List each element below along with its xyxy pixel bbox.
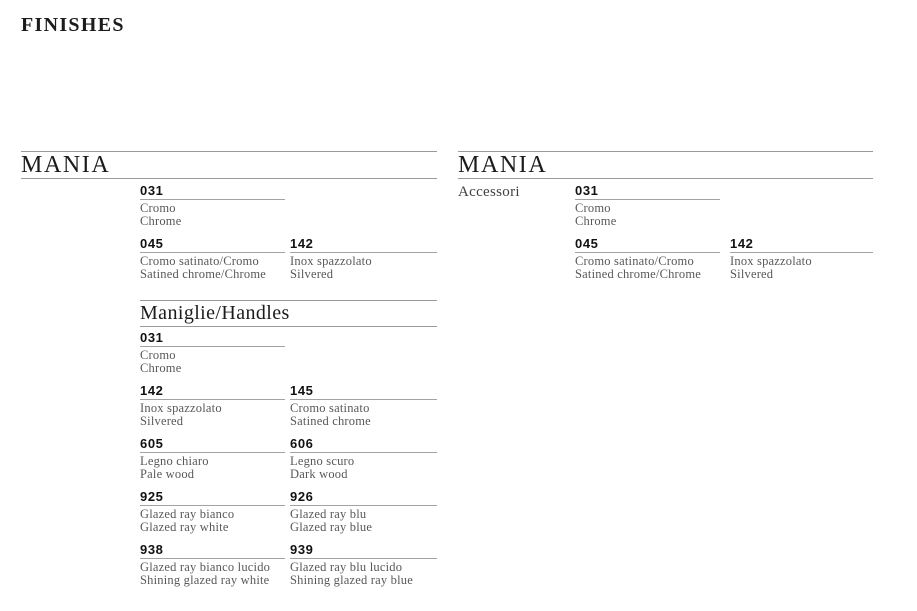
finish-row: 045 Cromo satinato/Cromo Satined chrome/Ch… (575, 237, 873, 280)
finish-entry: 142 Inox spazzolato Silvered (290, 237, 437, 280)
finish-name-english: Shining glazed ray blue (290, 572, 413, 587)
finish-description: Inox spazzolato Silvered (140, 402, 285, 427)
finish-name-english: Silvered (290, 266, 334, 281)
finish-name-english: Satined chrome (290, 413, 371, 428)
finish-name-italian: Legno scuro (290, 454, 355, 468)
finish-description: Legno chiaro Pale wood (140, 455, 285, 480)
finish-entry: 606 Legno scuro Dark wood (290, 437, 437, 480)
section-title: MANIA (21, 152, 111, 178)
finish-name-italian: Cromo (575, 201, 611, 215)
finish-description: Glazed ray blu Glazed ray blue (290, 508, 437, 533)
group-heading: Maniglie/Handles (140, 300, 437, 327)
finish-name-italian: Glazed ray bianco (140, 507, 235, 521)
finish-code: 938 (140, 543, 285, 559)
finish-code: 142 (290, 237, 437, 253)
finish-description: Inox spazzolato Silvered (290, 255, 437, 280)
finish-code: 145 (290, 384, 437, 400)
finish-name-english: Silvered (730, 266, 774, 281)
finish-name-english: Chrome (575, 213, 617, 228)
finish-name-english: Dark wood (290, 466, 348, 481)
finish-description: Inox spazzolato Silvered (730, 255, 873, 280)
finish-description: Cromo Chrome (140, 202, 285, 227)
finish-code: 939 (290, 543, 437, 559)
finish-name-italian: Cromo satinato/Cromo (140, 254, 259, 268)
section-header: MANIA (458, 151, 873, 179)
finish-name-english: Glazed ray white (140, 519, 229, 534)
finish-name-italian: Cromo (140, 201, 176, 215)
finish-entry: 031 Cromo Chrome (140, 184, 285, 227)
accessori-label: Accessori (458, 184, 520, 200)
finish-row: 031 Cromo Chrome (140, 184, 437, 227)
finish-code: 926 (290, 490, 437, 506)
finish-name-english: Glazed ray blue (290, 519, 373, 534)
finish-row: 142 Inox spazzolato Silvered 145 Cromo satin… (140, 384, 437, 427)
finish-name-italian: Cromo satinato (290, 401, 370, 415)
finish-name-italian: Glazed ray blu (290, 507, 367, 521)
finish-entry: 939 Glazed ray blu lucido Shining glazed r… (290, 543, 437, 586)
finish-entry: 605 Legno chiaro Pale wood (140, 437, 285, 480)
finish-description: Cromo Chrome (575, 202, 720, 227)
finish-entry: 031 Cromo Chrome (140, 331, 285, 374)
finish-name-italian: Glazed ray blu lucido (290, 560, 403, 574)
finish-description: Cromo satinato/Cromo Satined chrome/Chrom… (575, 255, 720, 280)
finish-entry: 045 Cromo satinato/Cromo Satined chrome/Ch… (140, 237, 285, 280)
finish-name-english: Satined chrome/Chrome (140, 266, 267, 281)
finish-name-italian: Inox spazzolato (730, 254, 812, 268)
finish-code: 606 (290, 437, 437, 453)
finish-code: 031 (140, 331, 285, 347)
finish-entry: 926 Glazed ray blu Glazed ray blue (290, 490, 437, 533)
finish-name-english: Satined chrome/Chrome (575, 266, 702, 281)
finish-name-english: Shining glazed ray white (140, 572, 270, 587)
finish-name-italian: Legno chiaro (140, 454, 209, 468)
finish-row: 925 Glazed ray bianco Glazed ray white 926 G… (140, 490, 437, 533)
finish-code: 142 (730, 237, 873, 253)
finish-name-italian: Inox spazzolato (290, 254, 372, 268)
finish-entry: 938 Glazed ray bianco lucido Shining glaze… (140, 543, 285, 586)
section-header: MANIA (21, 151, 437, 179)
finish-name-italian: Cromo satinato/Cromo (575, 254, 694, 268)
finish-entry: 045 Cromo satinato/Cromo Satined chrome/Ch… (575, 237, 720, 280)
finish-name-italian: Cromo (140, 348, 176, 362)
finish-code: 045 (575, 237, 720, 253)
finish-name-english: Pale wood (140, 466, 195, 481)
finish-entry: 145 Cromo satinato Satined chrome (290, 384, 437, 427)
finish-code: 031 (140, 184, 285, 200)
page-title: FINISHES (21, 14, 125, 36)
section-mania-accessories: MANIA Accessori 031 Cromo Chrome 045 Cromo s… (458, 151, 873, 290)
finish-code: 605 (140, 437, 285, 453)
finish-code: 031 (575, 184, 720, 200)
finish-name-english: Chrome (140, 213, 182, 228)
finish-description: Cromo Chrome (140, 349, 285, 374)
finish-name-english: Chrome (140, 360, 182, 375)
finish-name-italian: Inox spazzolato (140, 401, 222, 415)
finish-row: 045 Cromo satinato/Cromo Satined chrome/Ch… (140, 237, 437, 280)
finish-entries: 031 Cromo Chrome 045 Cromo satinato/Cromo Sat… (140, 184, 437, 586)
finish-entry: 925 Glazed ray bianco Glazed ray white (140, 490, 285, 533)
finish-description: Cromo satinato/Cromo Satined chrome/Chrom… (140, 255, 285, 280)
finish-entries: 031 Cromo Chrome 045 Cromo satinato/Cromo Sat… (575, 184, 873, 280)
finish-code: 142 (140, 384, 285, 400)
finish-description: Glazed ray blu lucido Shining glazed ray … (290, 561, 437, 586)
section-title: MANIA (458, 152, 548, 178)
finish-code: 045 (140, 237, 285, 253)
finish-row: 938 Glazed ray bianco lucido Shining glaze… (140, 543, 437, 586)
finish-row: 031 Cromo Chrome (575, 184, 873, 227)
finish-code: 925 (140, 490, 285, 506)
finish-description: Legno scuro Dark wood (290, 455, 437, 480)
finish-name-italian: Glazed ray bianco lucido (140, 560, 271, 574)
finish-description: Glazed ray bianco lucido Shining glazed r… (140, 561, 285, 586)
finish-entry: 142 Inox spazzolato Silvered (140, 384, 285, 427)
finish-name-english: Silvered (140, 413, 184, 428)
finish-entry: 142 Inox spazzolato Silvered (730, 237, 873, 280)
finish-row: 605 Legno chiaro Pale wood 606 Legno scuro Da… (140, 437, 437, 480)
finish-description: Glazed ray bianco Glazed ray white (140, 508, 285, 533)
section-mania-main: MANIA 031 Cromo Chrome 045 Cromo satinato/Cr… (21, 151, 437, 596)
finish-entry: 031 Cromo Chrome (575, 184, 720, 227)
finish-description: Cromo satinato Satined chrome (290, 402, 437, 427)
finish-row: 031 Cromo Chrome (140, 331, 437, 374)
